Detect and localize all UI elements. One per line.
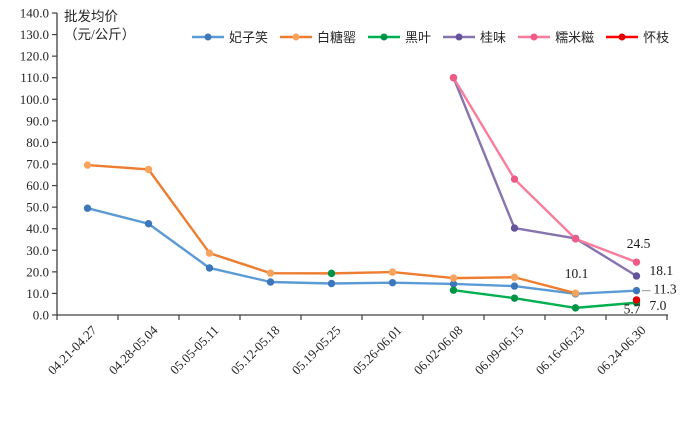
- data-point-baitangying: [449, 274, 458, 282]
- y-tick-label: 130.0: [20, 27, 49, 42]
- x-tick-label: 05.19-05.25: [289, 323, 344, 378]
- y-tick-label: 90.0: [26, 113, 49, 128]
- y-tick-label: 10.0: [26, 286, 49, 301]
- legend-marker-nuomici-icon: [518, 33, 551, 40]
- y-axis-title-line2: （元/公斤）: [64, 27, 136, 42]
- legend-marker-heiye-icon: [368, 33, 401, 40]
- legend-marker-guiwei-icon: [443, 33, 476, 40]
- y-axis-title: 批发均价 （元/公斤）: [64, 8, 135, 44]
- y-tick-label: 30.0: [26, 243, 49, 258]
- data-point-nuomici: [632, 258, 641, 266]
- y-tick-label: 120.0: [20, 49, 49, 64]
- data-point-baitangying: [571, 289, 580, 297]
- legend-item-heiye: 黑叶: [368, 27, 431, 46]
- data-point-baitangying: [266, 269, 275, 277]
- y-tick-label: 80.0: [26, 135, 49, 150]
- legend-item-feizixiao: 妃子笑: [192, 27, 268, 46]
- data-point-baitangying: [388, 268, 397, 276]
- data-point-nuomici: [571, 235, 580, 243]
- y-tick-label: 0.0: [33, 308, 49, 323]
- x-tick-label: 04.21-04.27: [45, 322, 100, 377]
- y-tick-label: 60.0: [26, 178, 49, 193]
- value-label-heiye: 5.7: [624, 302, 641, 317]
- legend-label: 怀枝: [643, 30, 670, 45]
- legend-item-guiwei: 桂味: [443, 27, 506, 46]
- data-point-feizixiao: [449, 280, 458, 288]
- legend-label: 桂味: [480, 30, 507, 45]
- x-axis-ticks: 04.21-04.27 04.28-05.04 05.05-05.11 05.12-0…: [45, 315, 668, 378]
- legend-label: 妃子笑: [229, 30, 269, 45]
- x-tick-label: 06.24-06.30: [594, 323, 649, 378]
- value-label-guiwei: 18.1: [650, 263, 674, 278]
- series-line-heiye: [327, 269, 641, 312]
- data-point-heiye: [510, 294, 519, 302]
- value-label-nuomici: 24.5: [627, 236, 651, 251]
- legend-label: 白糖罂: [317, 30, 357, 45]
- legend-marker-feizixiao-icon: [192, 33, 224, 40]
- legend-marker-huaizhi-icon: [606, 33, 639, 40]
- data-point-nuomici: [449, 74, 458, 82]
- data-point-guiwei: [510, 224, 519, 232]
- data-point-heiye: [571, 304, 580, 312]
- data-point-heiye: [327, 269, 336, 278]
- legend-item-huaizhi: 怀枝: [606, 27, 669, 46]
- y-tick-label: 20.0: [26, 264, 49, 279]
- y-axis-title-line1: 批发均价: [64, 9, 118, 24]
- series-line-nuomici: [449, 74, 641, 266]
- data-point-baitangying: [144, 165, 153, 174]
- series-line-feizixiao: [83, 204, 641, 298]
- data-point-feizixiao: [327, 279, 336, 288]
- data-point-nuomici: [510, 175, 519, 183]
- y-tick-label: 140.0: [20, 6, 49, 21]
- data-point-huaizhi: [632, 296, 641, 304]
- series-line-guiwei: [449, 74, 641, 280]
- value-label-feizixiao: 11.3: [654, 282, 677, 297]
- x-tick-label: 05.05-05.11: [167, 323, 222, 378]
- legend-item-baitangying: 白糖罂: [280, 27, 356, 46]
- y-tick-label: 70.0: [26, 157, 49, 172]
- data-labels: 10.1 24.5 18.1 11.37.0 5.7: [565, 236, 677, 317]
- legend-label: 黑叶: [405, 30, 432, 45]
- data-point-feizixiao: [205, 264, 214, 272]
- x-tick-label: 06.02-06.08: [411, 323, 466, 378]
- data-point-baitangying: [510, 273, 519, 281]
- data-point-feizixiao: [510, 282, 519, 290]
- x-tick-label: 06.16-06.23: [533, 323, 588, 378]
- y-tick-label: 50.0: [26, 200, 49, 215]
- data-point-baitangying: [205, 249, 214, 257]
- y-tick-label: 110.0: [20, 70, 49, 85]
- x-tick-label: 05.26-06.01: [350, 323, 405, 378]
- data-point-feizixiao: [266, 278, 275, 286]
- x-tick-label: 04.28-05.04: [106, 322, 161, 377]
- y-tick-label: 40.0: [26, 221, 49, 236]
- data-point-feizixiao: [144, 220, 153, 228]
- value-label-baitangying: 10.1: [565, 266, 589, 281]
- data-point-heiye: [449, 286, 458, 294]
- data-point-feizixiao: [632, 286, 641, 295]
- x-tick-label: 05.12-05.18: [228, 323, 283, 378]
- y-axis-ticks: 0.0 10.0 20.0 30.0 40.0 50.0 60.0 70.0 80.0 90.0 1…: [20, 6, 57, 323]
- chart-legend: 妃子笑 白糖罂 黑叶 桂味 糯米糍 怀枝: [192, 27, 669, 46]
- x-tick-label: 06.09-06.15: [472, 323, 527, 378]
- y-tick-label: 100.0: [20, 92, 49, 107]
- legend-label: 糯米糍: [555, 30, 595, 45]
- data-point-guiwei: [632, 272, 641, 280]
- data-point-feizixiao: [388, 278, 397, 287]
- data-point-feizixiao: [83, 204, 92, 212]
- legend-marker-baitangying-icon: [280, 33, 313, 40]
- series-line-huaizhi: [632, 296, 641, 304]
- data-point-baitangying: [83, 161, 92, 169]
- legend-item-nuomici: 糯米糍: [518, 27, 594, 46]
- value-label-huaizhi: 7.0: [650, 298, 667, 313]
